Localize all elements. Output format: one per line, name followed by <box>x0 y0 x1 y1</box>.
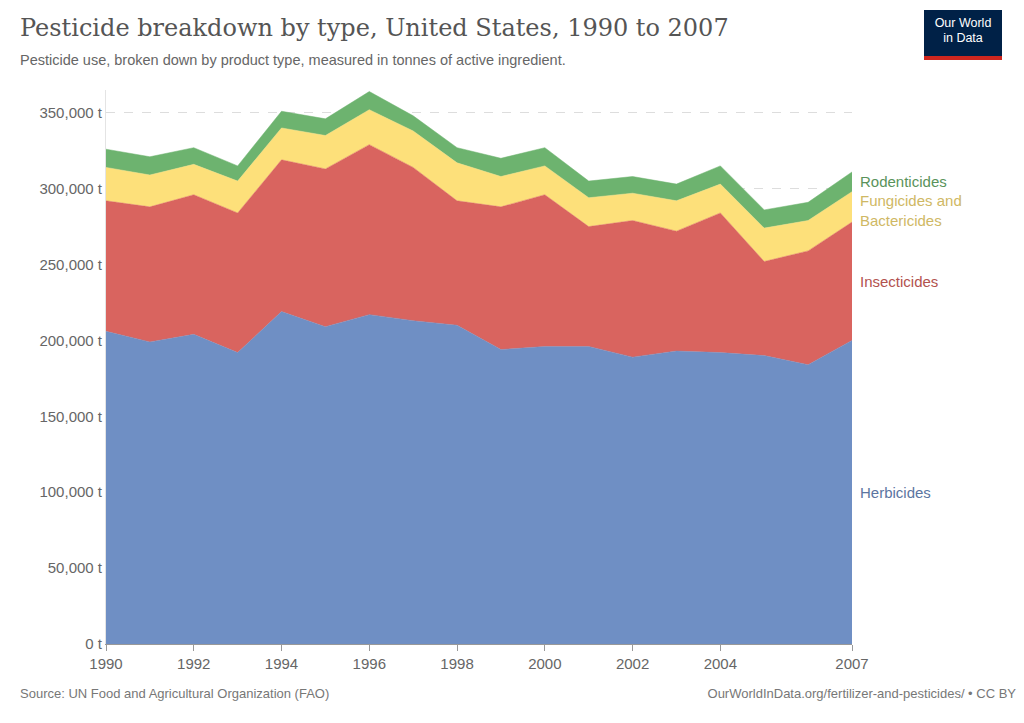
svg-text:1992: 1992 <box>177 655 210 672</box>
svg-text:1990: 1990 <box>89 655 122 672</box>
html-text:Source: UN Food and Agricultur: Source: UN Food and Agricultural Organiz… <box>20 686 330 701</box>
svg-text:50,000 t: 50,000 t <box>48 559 103 576</box>
svg-text:1996: 1996 <box>353 655 386 672</box>
svg-text:300,000 t: 300,000 t <box>39 180 102 197</box>
svg-text:2000: 2000 <box>528 655 561 672</box>
svg-text:0 t: 0 t <box>85 635 103 652</box>
svg-text:Insecticides: Insecticides <box>860 273 938 290</box>
svg-text:Fungicides andBactericides: Fungicides andBactericides <box>860 192 962 229</box>
svg-text:100,000 t: 100,000 t <box>39 483 102 500</box>
svg-text:250,000 t: 250,000 t <box>39 256 102 273</box>
svg-text:Rodenticides: Rodenticides <box>860 173 947 190</box>
svg-text:2002: 2002 <box>616 655 649 672</box>
html-text:Our World: Our World <box>934 16 992 30</box>
svg-text:2004: 2004 <box>704 655 737 672</box>
html-text:OurWorldInData.org/fertilizer-: OurWorldInData.org/fertilizer-and-pestic… <box>707 686 1016 701</box>
svg-text:1998: 1998 <box>440 655 473 672</box>
svg-text:Herbicides: Herbicides <box>860 484 931 501</box>
html-text:Pesticide use, broken down by: Pesticide use, broken down by product ty… <box>20 52 566 68</box>
svg-text:350,000 t: 350,000 t <box>39 104 102 121</box>
html-text:in Data: in Data <box>943 31 983 45</box>
svg-text:1994: 1994 <box>265 655 298 672</box>
svg-text:2007: 2007 <box>835 655 868 672</box>
svg-text:200,000 t: 200,000 t <box>39 332 102 349</box>
svg-text:150,000 t: 150,000 t <box>39 408 102 425</box>
html-text:Pesticide breakdown by type, U: Pesticide breakdown by type, United Stat… <box>20 14 729 42</box>
